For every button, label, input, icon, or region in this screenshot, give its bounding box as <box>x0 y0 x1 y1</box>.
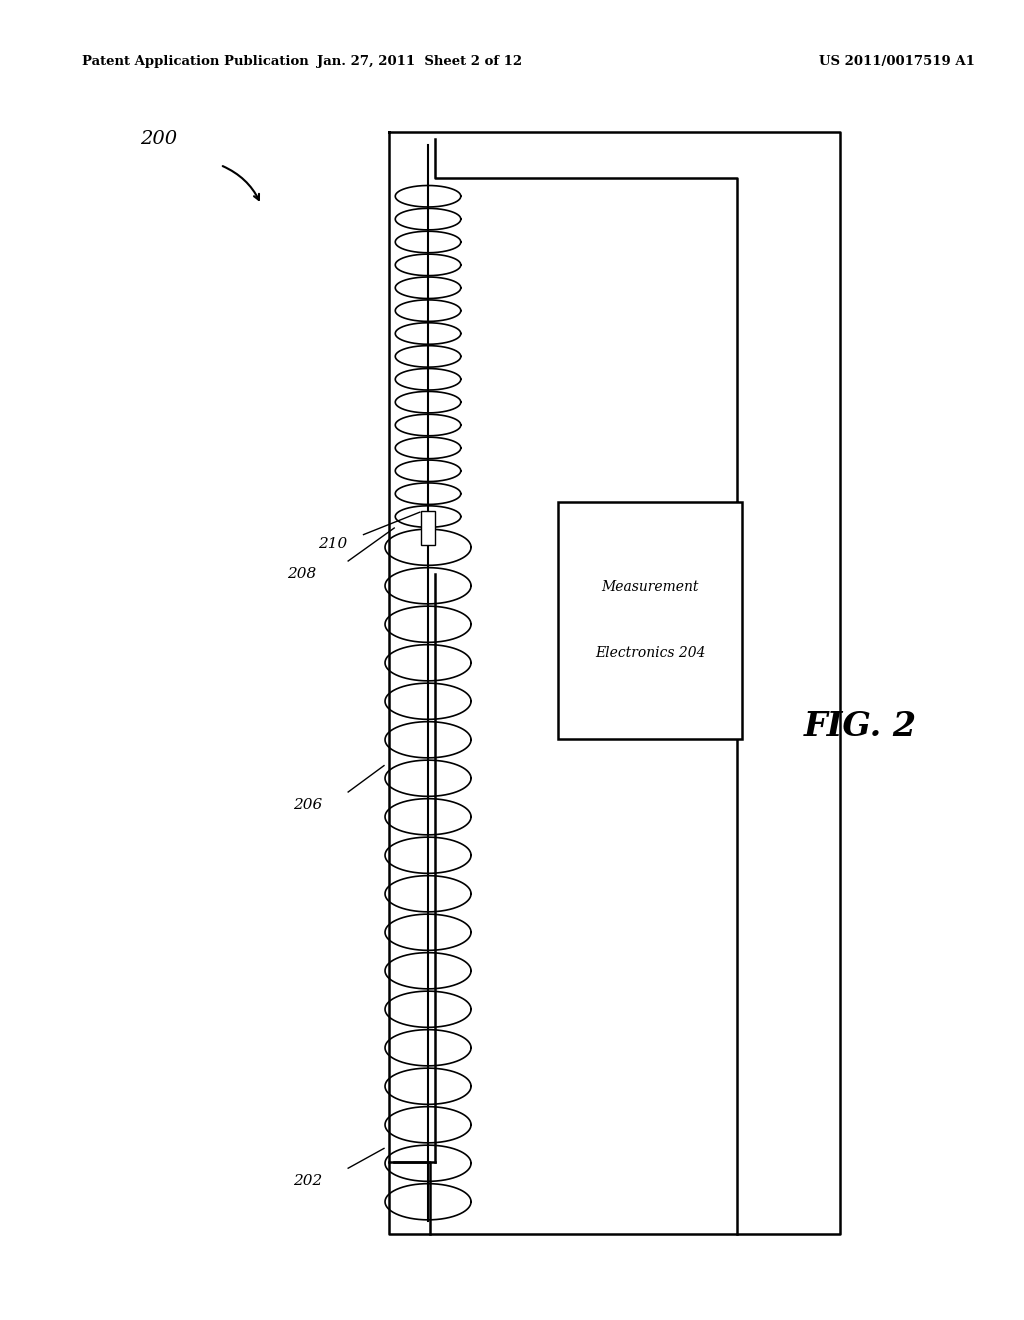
Text: Measurement: Measurement <box>601 581 699 594</box>
Text: Electronics 204: Electronics 204 <box>595 647 706 660</box>
Text: 210: 210 <box>318 537 347 550</box>
Text: 208: 208 <box>288 568 316 581</box>
Text: 202: 202 <box>293 1175 322 1188</box>
Bar <box>558 502 742 739</box>
Text: FIG. 2: FIG. 2 <box>804 710 916 742</box>
Text: US 2011/0017519 A1: US 2011/0017519 A1 <box>819 55 975 69</box>
Text: Patent Application Publication: Patent Application Publication <box>82 55 308 69</box>
Text: 200: 200 <box>140 129 177 148</box>
Text: 206: 206 <box>293 799 322 812</box>
Bar <box>421 511 435 545</box>
Text: Jan. 27, 2011  Sheet 2 of 12: Jan. 27, 2011 Sheet 2 of 12 <box>317 55 522 69</box>
